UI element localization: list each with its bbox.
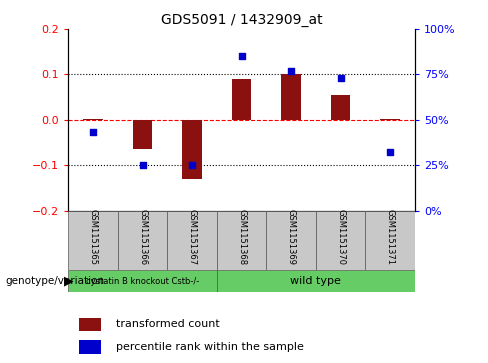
Text: genotype/variation: genotype/variation [5,276,104,286]
Bar [133,120,152,149]
Bar [182,120,202,179]
Point [89,130,97,135]
Bar [167,211,217,270]
Text: wild type: wild type [290,276,341,286]
Text: GSM1151370: GSM1151370 [336,209,345,265]
Point [287,68,295,74]
Point [188,162,196,168]
Bar [316,211,366,270]
Bar [331,95,350,120]
Bar [83,119,103,120]
Text: GSM1151368: GSM1151368 [237,209,246,266]
Bar [380,119,400,120]
Point [238,53,245,59]
Text: GSM1151365: GSM1151365 [88,209,98,265]
Point [337,75,345,81]
Text: ▶: ▶ [64,275,74,288]
Title: GDS5091 / 1432909_at: GDS5091 / 1432909_at [161,13,323,26]
Bar [366,211,415,270]
Bar [118,211,167,270]
Text: cystatin B knockout Cstb-/-: cystatin B knockout Cstb-/- [86,277,199,286]
Bar [266,211,316,270]
Bar [232,79,251,120]
Text: transformed count: transformed count [116,319,220,330]
Point [386,150,394,155]
Bar [68,270,217,292]
Bar [80,340,102,354]
Text: percentile rank within the sample: percentile rank within the sample [116,342,304,352]
Text: GSM1151371: GSM1151371 [386,209,395,265]
Point [139,162,146,168]
Bar [217,211,266,270]
Bar [80,318,102,331]
Bar [68,211,118,270]
Bar [281,74,301,120]
Text: GSM1151369: GSM1151369 [286,209,296,265]
Text: GSM1151366: GSM1151366 [138,209,147,266]
Bar [217,270,415,292]
Text: GSM1151367: GSM1151367 [187,209,197,266]
